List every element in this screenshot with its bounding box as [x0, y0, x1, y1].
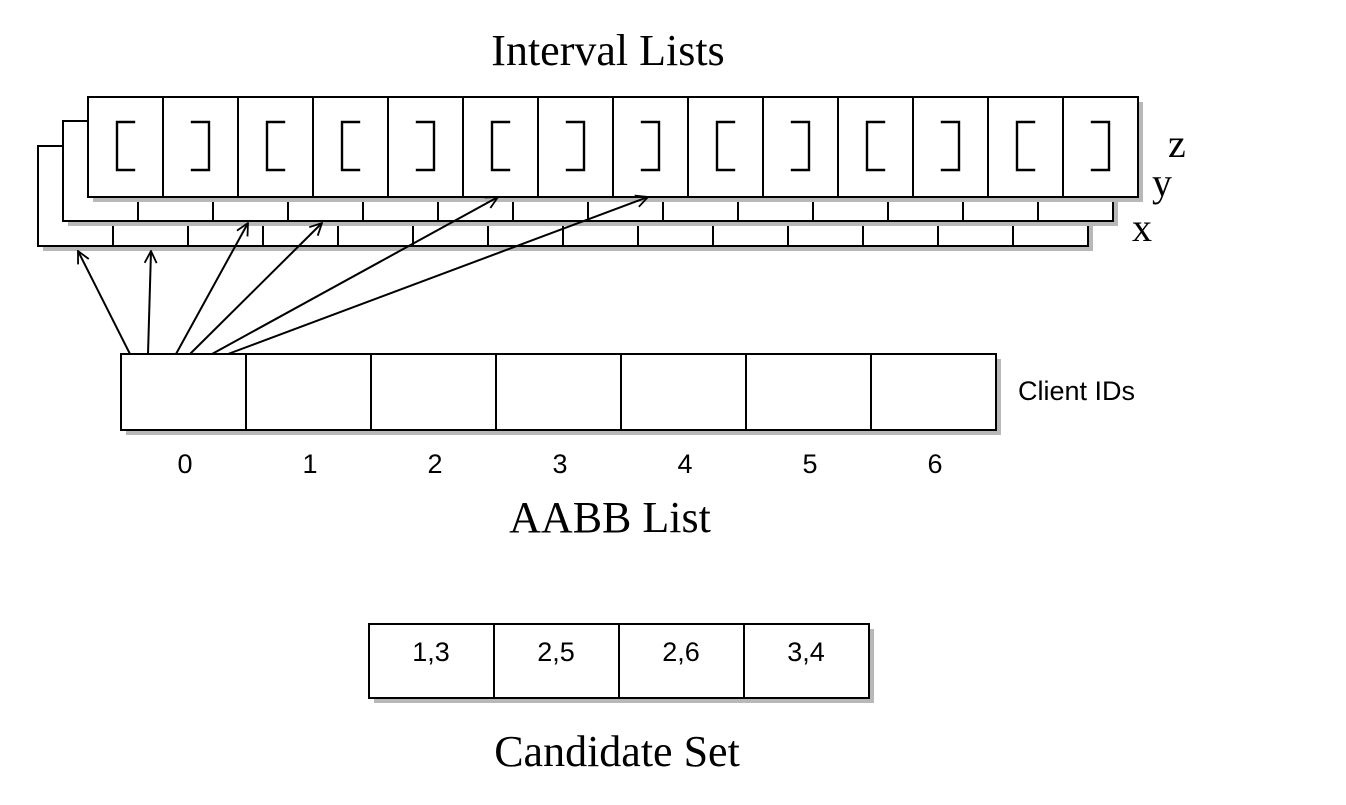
interval-min-endpoint	[115, 120, 136, 172]
aabb-cell	[620, 353, 747, 431]
candidate-pair: 2,5	[537, 637, 575, 667]
aabb-cell	[370, 353, 497, 431]
interval-min-endpoint	[1015, 120, 1036, 172]
interval-min-endpoint	[265, 120, 286, 172]
candidate-pair-cell	[743, 623, 870, 699]
aabb-index: 5	[802, 449, 817, 479]
aabb-index: 4	[677, 449, 692, 479]
axis-label-x: x	[1132, 205, 1152, 250]
interval-max-endpoint	[640, 120, 661, 172]
aabb-index: 2	[427, 449, 442, 479]
arrow-y-min	[175, 223, 248, 355]
candidate-set-title: Candidate Set	[494, 727, 740, 776]
aabb-index: 6	[927, 449, 942, 479]
interval-max-endpoint	[790, 120, 811, 172]
aabb-cell	[120, 353, 247, 431]
aabb-cell	[870, 353, 997, 431]
aabb-index: 1	[302, 449, 317, 479]
arrow-y-max	[189, 223, 322, 355]
client-ids-label: Client IDs	[1018, 376, 1135, 406]
interval-max-endpoint	[190, 120, 211, 172]
candidate-pair: 2,6	[662, 637, 700, 667]
interval-min-endpoint	[715, 120, 736, 172]
aabb-cell	[495, 353, 622, 431]
aabb-cell	[245, 353, 372, 431]
interval-max-endpoint	[940, 120, 961, 172]
candidate-pair-cell	[618, 623, 745, 699]
candidate-set: 1,3 2,5 2,6 3,4	[368, 623, 874, 703]
arrow-x-min	[78, 251, 131, 355]
interval-max-endpoint	[565, 120, 586, 172]
arrow-z-max	[227, 197, 648, 355]
axis-label-y: y	[1152, 160, 1172, 205]
candidate-pair-cell	[493, 623, 620, 699]
interval-lists-title: Interval Lists	[491, 26, 724, 75]
candidate-pair: 1,3	[412, 637, 450, 667]
aabb-index: 3	[552, 449, 567, 479]
interval-max-endpoint	[1090, 120, 1111, 172]
arrow-z-min	[211, 197, 498, 355]
candidate-pair-cell	[368, 623, 495, 699]
interval-min-endpoint	[490, 120, 511, 172]
axis-label-z: z	[1168, 121, 1186, 166]
candidate-pair: 3,4	[787, 637, 825, 667]
aabb-list	[120, 353, 1001, 435]
endpoint-arrows	[78, 197, 648, 355]
interval-min-endpoint	[340, 120, 361, 172]
interval-list-stack	[37, 96, 1143, 251]
interval-list-z	[87, 96, 1143, 202]
interval-min-endpoint	[865, 120, 886, 172]
interval-max-endpoint	[415, 120, 436, 172]
aabb-index-labels: 0 1 2 3 4 5 6	[177, 449, 942, 479]
aabb-index: 0	[177, 449, 192, 479]
arrow-x-max	[148, 251, 151, 355]
aabb-list-title: AABB List	[509, 493, 711, 542]
aabb-cell	[745, 353, 872, 431]
